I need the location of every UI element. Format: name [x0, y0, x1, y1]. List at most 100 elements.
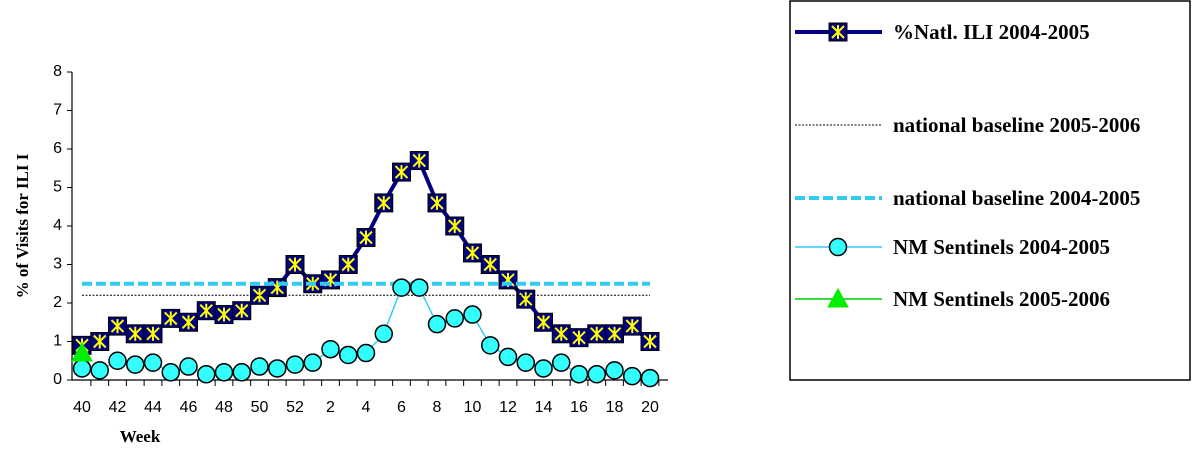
- legend-label: NM Sentinels 2005-2006: [893, 287, 1110, 311]
- point: [569, 328, 589, 348]
- point: [214, 305, 234, 325]
- point: [374, 193, 394, 213]
- marker-circle: [640, 368, 660, 388]
- legend-label: NM Sentinels 2004-2005: [893, 235, 1110, 259]
- marker-triangle: [827, 287, 849, 308]
- marker-circle: [516, 353, 535, 372]
- y-tick-label: 1: [53, 333, 62, 350]
- marker-circle: [143, 353, 163, 372]
- point: [339, 345, 358, 365]
- point: [161, 363, 180, 382]
- legend-box: [789, 0, 1191, 381]
- point: [108, 351, 127, 370]
- point: [338, 255, 358, 274]
- point: [197, 364, 216, 384]
- point: [480, 255, 500, 274]
- point: [622, 316, 642, 336]
- point: [445, 216, 465, 236]
- point: [268, 359, 287, 378]
- point: [321, 339, 340, 359]
- point: [356, 343, 376, 363]
- point: [498, 347, 518, 367]
- point: [196, 301, 216, 321]
- point: [108, 316, 127, 336]
- point: [126, 355, 145, 374]
- marker-circle: [126, 355, 145, 374]
- x-tick-label: 10: [464, 399, 482, 416]
- point: [179, 312, 198, 332]
- legend-label: national baseline 2005-2006: [893, 113, 1141, 137]
- point: [321, 270, 340, 290]
- marker-triangle: [71, 342, 93, 362]
- marker-circle: [605, 361, 624, 380]
- marker-circle: [481, 336, 500, 355]
- point: [534, 359, 553, 378]
- point: [392, 278, 411, 297]
- marker-circle: [321, 339, 340, 359]
- x-tick-label: 18: [606, 399, 624, 416]
- y-tick-label: 6: [53, 140, 62, 157]
- point: [516, 353, 535, 372]
- point: [250, 357, 269, 376]
- marker-circle: [161, 363, 180, 382]
- x-tick-label: 44: [144, 399, 162, 416]
- point: [232, 301, 252, 321]
- marker-circle: [569, 364, 589, 384]
- point: [827, 287, 849, 308]
- point: [551, 324, 571, 344]
- marker-circle: [179, 357, 198, 376]
- marker-circle: [445, 309, 464, 328]
- y-tick-label: 0: [53, 371, 62, 388]
- point: [409, 151, 429, 171]
- point: [445, 309, 464, 328]
- point: [392, 162, 411, 182]
- marker-circle: [374, 324, 393, 344]
- x-tick-label: 42: [109, 399, 127, 416]
- point: [605, 361, 624, 380]
- point: [463, 305, 482, 324]
- point: [552, 353, 571, 372]
- point: [605, 324, 624, 344]
- point: [90, 332, 110, 351]
- marker-circle: [90, 361, 109, 380]
- marker-circle: [250, 357, 269, 376]
- y-tick-label: 7: [53, 102, 62, 119]
- marker-circle: [108, 351, 127, 370]
- point: [498, 270, 518, 290]
- point: [143, 324, 163, 344]
- point: [214, 363, 234, 382]
- point: [143, 353, 163, 372]
- x-tick-label: 6: [397, 399, 406, 416]
- point: [71, 342, 93, 362]
- point: [267, 278, 287, 298]
- point: [427, 314, 447, 334]
- point: [125, 324, 145, 344]
- point: [481, 336, 500, 355]
- point: [285, 355, 305, 374]
- x-tick-label: 2: [326, 399, 335, 416]
- x-tick-label: 14: [535, 399, 553, 416]
- point: [569, 364, 589, 384]
- y-tick-label: 5: [53, 179, 62, 196]
- x-tick-label: 40: [73, 399, 91, 416]
- y-tick-label: 4: [53, 217, 62, 234]
- point: [640, 368, 660, 388]
- point: [640, 332, 660, 351]
- point: [828, 237, 848, 257]
- marker-circle: [232, 363, 251, 382]
- marker-circle: [339, 345, 358, 365]
- x-tick-label: 16: [570, 399, 588, 416]
- x-axis-title: Week: [120, 427, 161, 446]
- marker-circle: [534, 359, 553, 378]
- point: [356, 228, 376, 248]
- legend-label: national baseline 2004-2005: [893, 186, 1141, 210]
- marker-circle: [498, 347, 518, 367]
- point: [516, 289, 536, 309]
- marker-circle: [285, 355, 305, 374]
- marker-circle: [828, 237, 848, 257]
- x-tick-label: 48: [215, 399, 233, 416]
- x-tick-label: 50: [251, 399, 269, 416]
- point: [623, 366, 642, 386]
- point: [534, 312, 553, 332]
- marker-circle: [268, 359, 287, 378]
